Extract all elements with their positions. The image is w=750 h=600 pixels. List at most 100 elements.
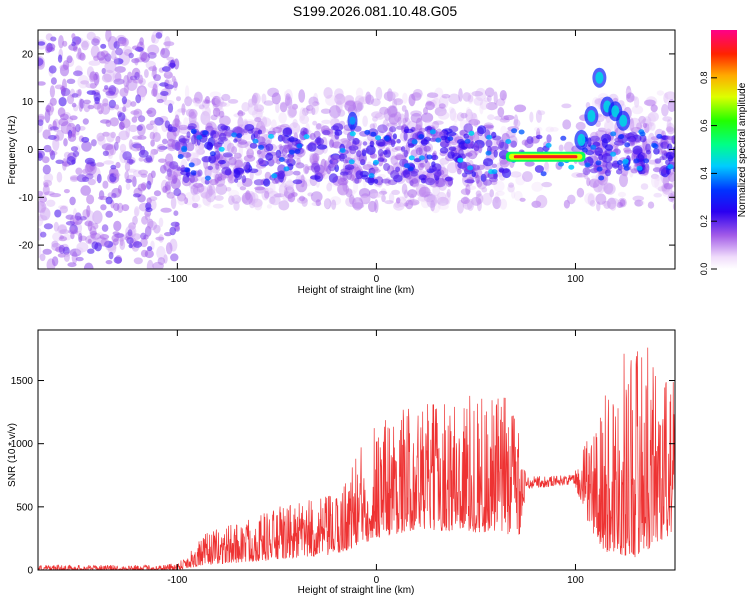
spectral-blob [607, 197, 619, 205]
spectral-blob [247, 128, 254, 134]
spectral-blob [228, 189, 240, 199]
spectral-blob [423, 107, 428, 115]
spectral-blob [534, 165, 545, 173]
spectral-blob [86, 205, 91, 218]
spectral-blob [334, 129, 343, 136]
spectral-blob [518, 129, 525, 135]
spectral-blob [431, 154, 439, 161]
spectral-blob [195, 101, 202, 107]
spectral-blob [370, 131, 377, 137]
spectral-blob [465, 108, 474, 123]
spectral-blob [197, 169, 203, 177]
spectral-blob [340, 138, 349, 144]
spectral-blob [468, 130, 475, 136]
spectral-blob [237, 139, 248, 145]
spectral-blob [277, 182, 288, 187]
spectral-blob [74, 212, 82, 221]
spectral-blob [167, 103, 174, 113]
spectral-blob [584, 192, 596, 205]
spectral-blob [135, 94, 142, 104]
spectral-blob [418, 134, 425, 140]
spectral-blob [218, 101, 227, 107]
spectral-blob [248, 98, 254, 108]
spectral-blob [365, 94, 375, 105]
spectral-blob [214, 173, 220, 184]
spectral-blob [121, 204, 130, 212]
spectral-blob [57, 223, 67, 233]
spectral-blob [87, 248, 95, 254]
spectral-blob [464, 179, 475, 184]
spectral-blob [168, 62, 176, 68]
colorbar-ticks: 0.0 0.2 0.4 0.6 0.8 [699, 72, 717, 275]
spectral-blob [125, 178, 132, 184]
spectral-blob [639, 131, 646, 137]
spectral-blob [353, 180, 359, 193]
spectral-blob [467, 94, 474, 103]
spectral-blob [511, 128, 518, 134]
spectrogram-blobs [38, 30, 675, 269]
spectral-blob [393, 98, 404, 106]
spectral-blob [251, 94, 257, 106]
snr-xtick-label: 0 [374, 575, 380, 586]
spectral-blob [42, 164, 51, 175]
spectral-blob [39, 196, 48, 203]
spectral-blob [375, 138, 386, 147]
spectral-blob [227, 99, 239, 104]
spectral-blob [164, 36, 171, 50]
spectral-blob [441, 93, 451, 99]
spectral-blob [320, 108, 331, 114]
spectral-blob [515, 175, 526, 186]
spectral-blob [325, 94, 337, 106]
spectral-blob [146, 259, 154, 269]
spectral-blob [43, 182, 49, 188]
spectrogram-xtick-label: 0 [374, 274, 380, 285]
spectrogram-xtick-label: -100 [167, 274, 187, 285]
spectral-blob [287, 105, 297, 119]
spectral-blob [173, 81, 178, 88]
spectral-blob [535, 134, 543, 140]
spectral-blob [151, 88, 158, 97]
colorbar-gradient [711, 30, 737, 269]
spectral-blob [273, 193, 286, 198]
spectral-blob [617, 160, 623, 165]
spectral-blob [226, 142, 235, 153]
spectral-blob [640, 200, 645, 205]
spectral-blob [154, 117, 164, 126]
spectral-blob [618, 134, 625, 140]
spectral-blob [140, 145, 146, 156]
spectral-blob [53, 221, 59, 232]
spectral-blob [476, 198, 482, 212]
spectral-blob [165, 242, 173, 255]
spectral-blob [418, 162, 424, 171]
spectral-blob [339, 148, 346, 153]
spectral-blob [218, 146, 225, 152]
spectral-blob [647, 111, 659, 122]
spectral-blob [178, 124, 189, 131]
spectral-blob [146, 197, 152, 204]
spectral-blob [149, 120, 156, 125]
spectral-blob [46, 199, 56, 207]
spectral-blob [610, 131, 617, 137]
spectrogram-xtick-label: 100 [567, 274, 584, 285]
spectral-blob [133, 207, 139, 218]
spectral-blob [282, 147, 288, 156]
snr-ytick-label: 500 [16, 502, 33, 513]
spectral-blob [639, 134, 647, 143]
spectral-blob [624, 142, 631, 148]
ridge-peak-core [577, 133, 586, 146]
spectral-blob [198, 104, 205, 110]
spectral-blob [42, 248, 52, 255]
spectral-blob [631, 105, 644, 115]
spectral-blob [278, 200, 290, 211]
spectral-blob [202, 194, 212, 206]
spectral-blob [127, 229, 133, 237]
spectral-blob [58, 244, 65, 254]
spectral-blob [330, 196, 342, 206]
spectral-blob [654, 176, 662, 190]
spectral-blob [492, 196, 502, 210]
spectral-blob [190, 128, 197, 134]
spectral-blob [233, 169, 241, 179]
spectral-blob [100, 50, 109, 58]
spectral-blob [133, 169, 142, 178]
spectral-blob [279, 101, 288, 108]
